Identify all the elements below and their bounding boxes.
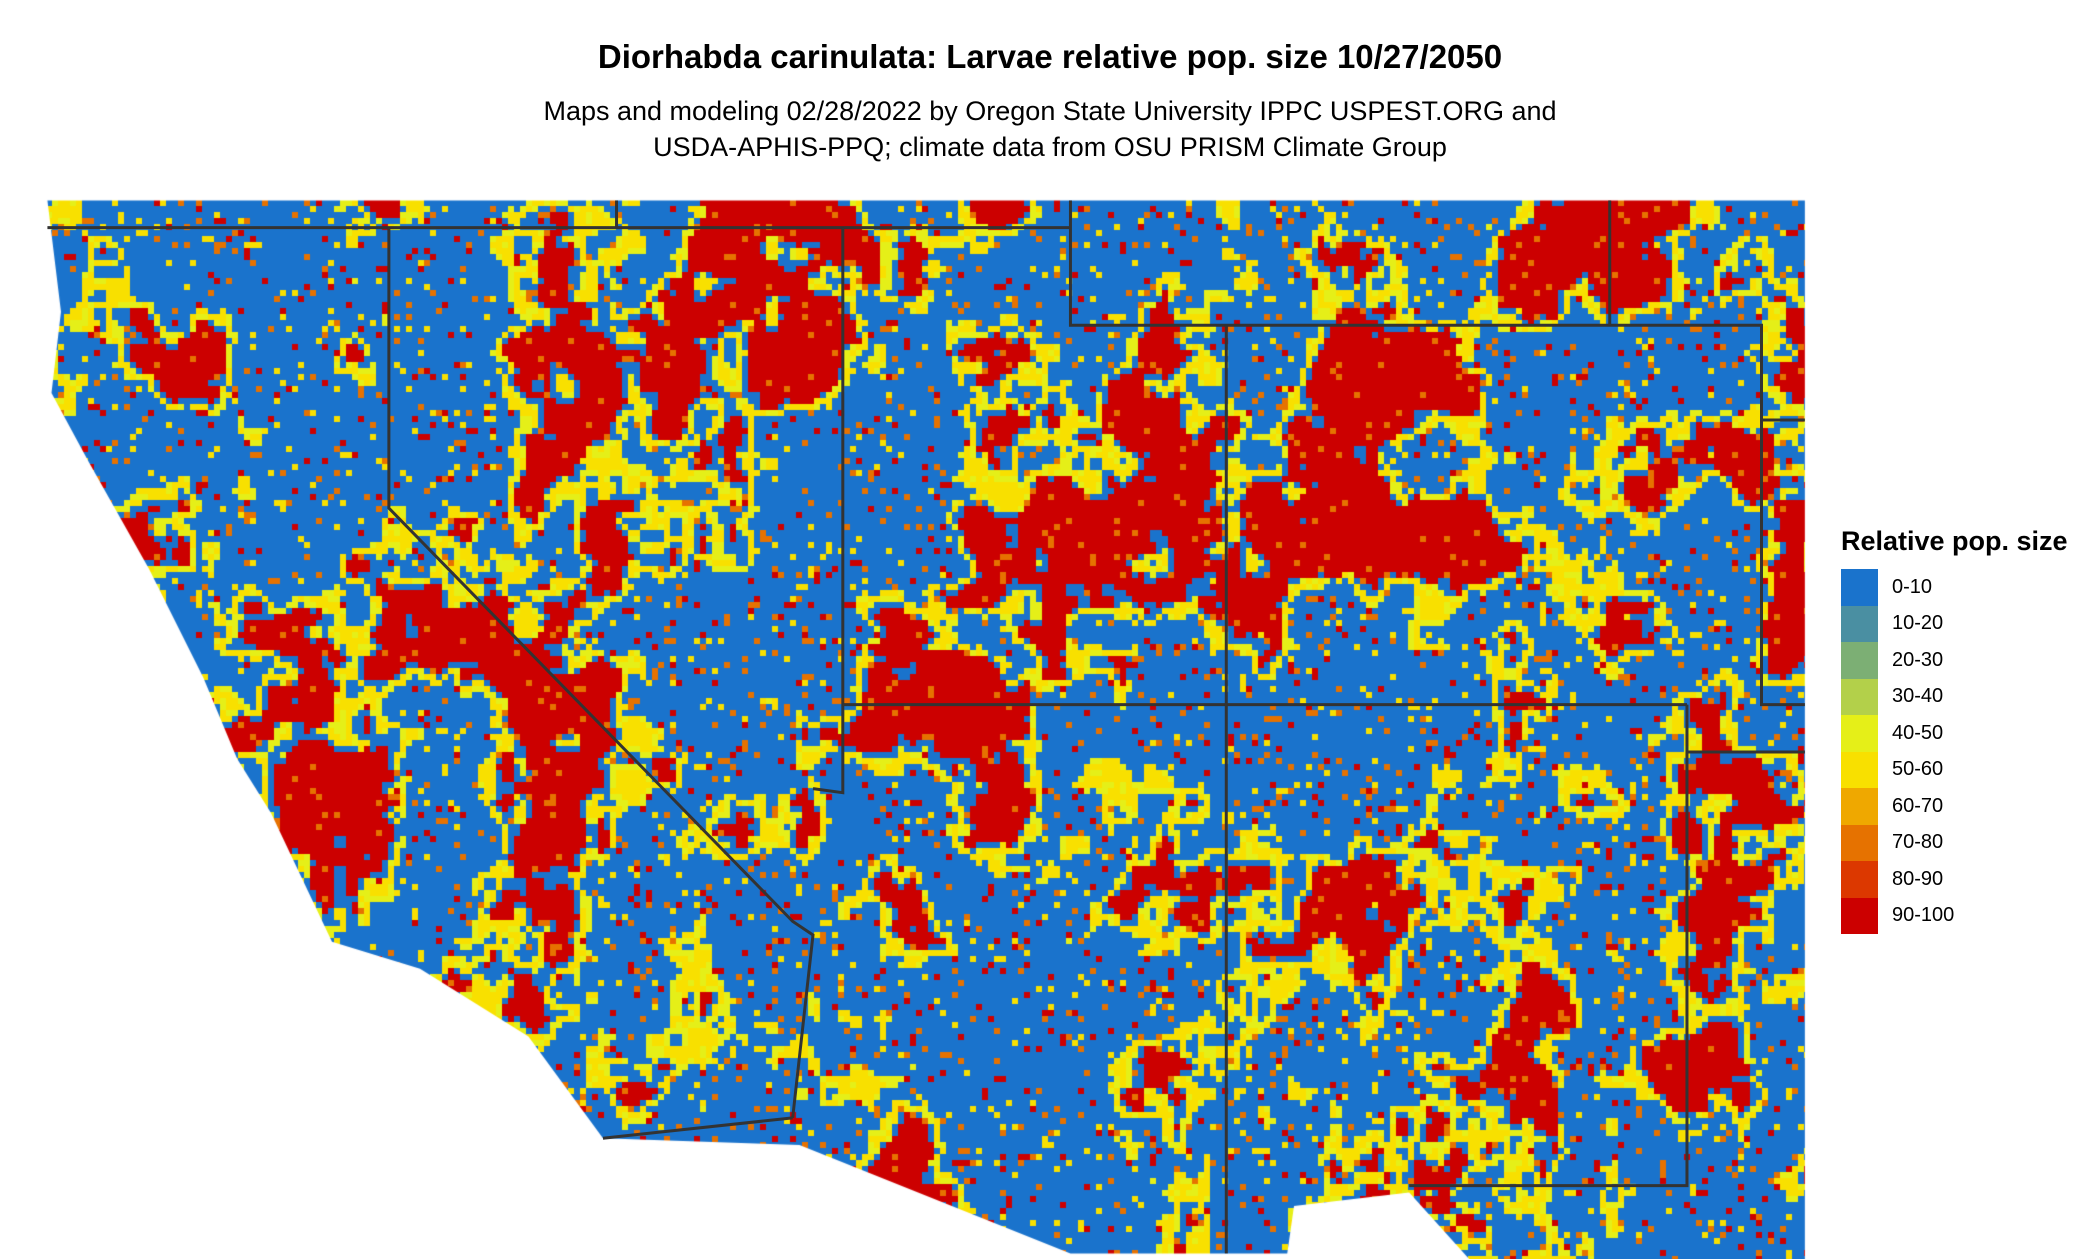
legend-swatch	[1841, 605, 1878, 642]
legend-item: 10-20	[1841, 605, 2068, 642]
legend-item: 40-50	[1841, 715, 2068, 752]
legend: Relative pop. size 0-10 10-20 20-30 30-40 40…	[1841, 526, 2068, 934]
legend-label: 50-60	[1892, 758, 1944, 781]
legend-item: 20-30	[1841, 642, 2068, 679]
state-boundary-line	[812, 227, 845, 795]
state-boundary-line	[387, 227, 815, 1119]
legend-item: 90-100	[1841, 897, 2068, 934]
legend-swatch	[1841, 751, 1878, 788]
legend-label: 90-100	[1892, 904, 1955, 927]
legend-label: 60-70	[1892, 794, 1944, 817]
legend-label: 10-20	[1892, 612, 1944, 635]
legend-swatch	[1841, 715, 1878, 752]
legend-title: Relative pop. size	[1841, 526, 2068, 556]
legend-swatch	[1841, 788, 1878, 825]
legend-label: 70-80	[1892, 831, 1944, 854]
legend-label: 20-30	[1892, 648, 1944, 671]
state-boundary-line	[602, 1116, 793, 1140]
legend-label: 0-10	[1892, 575, 1933, 598]
legend-item: 60-70	[1841, 788, 2068, 825]
legend-swatch	[1841, 897, 1878, 934]
legend-swatch	[1841, 861, 1878, 898]
state-boundary-line	[1409, 704, 1689, 1188]
legend-item: 50-60	[1841, 751, 2068, 788]
map-subtitle-line-1: Maps and modeling 02/28/2022 by Oregon S…	[543, 96, 1557, 126]
legend-item: 70-80	[1841, 824, 2068, 861]
state-boundary-line	[1068, 200, 1805, 707]
legend-swatch	[1841, 824, 1878, 861]
map-title: Diorhabda carinulata: Larvae relative po…	[597, 38, 1503, 75]
legend-item: 0-10	[1841, 569, 2068, 606]
legend-swatch	[1841, 642, 1878, 679]
map-subtitle-line-2: USDA-APHIS-PPQ; climate data from OSU PR…	[653, 132, 1447, 162]
legend-label: 80-90	[1892, 867, 1944, 890]
legend-label: 30-40	[1892, 685, 1944, 708]
legend-label: 40-50	[1892, 721, 1944, 744]
legend-swatch	[1841, 569, 1878, 606]
legend-swatch	[1841, 678, 1878, 715]
legend-item: 80-90	[1841, 861, 2068, 898]
legend-item: 30-40	[1841, 678, 2068, 715]
